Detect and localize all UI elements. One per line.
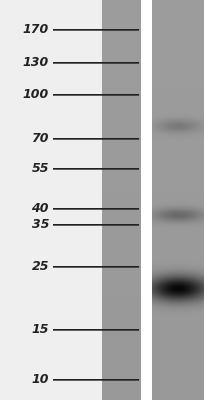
Text: 15: 15 (31, 323, 49, 336)
Text: 10: 10 (31, 373, 49, 386)
Text: 25: 25 (31, 260, 49, 273)
Text: 100: 100 (23, 88, 49, 101)
Text: 130: 130 (23, 56, 49, 69)
Text: 70: 70 (31, 132, 49, 146)
Text: 40: 40 (31, 202, 49, 215)
Text: 35: 35 (31, 218, 49, 231)
Text: 170: 170 (23, 22, 49, 36)
Text: 55: 55 (31, 162, 49, 175)
